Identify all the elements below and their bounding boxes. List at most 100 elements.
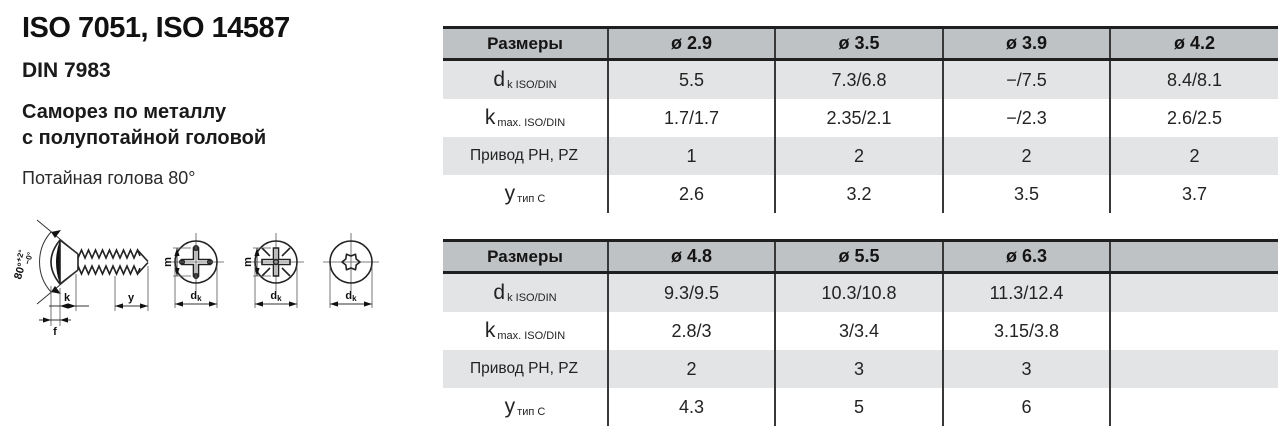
table-header-cell xyxy=(1111,242,1278,271)
table-cell: 2 xyxy=(1189,145,1200,166)
table-header-cell: ø 6.3 xyxy=(944,242,1111,271)
product-description-line2: с полупотайной головой xyxy=(22,127,267,150)
table-cell: 4.3 xyxy=(609,388,776,426)
side-view-dimensions: k f y xyxy=(39,266,149,338)
dim-dk-sub: k xyxy=(197,294,202,303)
dim-f-label: f xyxy=(53,326,57,338)
table-cell: 3 xyxy=(776,350,944,388)
table-row-drive: Привод PH, PZ 2 3 3 xyxy=(443,350,1278,388)
table-header-cell: Размеры xyxy=(443,29,609,58)
dim-dk-main: d xyxy=(270,290,277,302)
table-header-cell: ø 4.8 xyxy=(609,242,776,271)
table-cell: 5.5 xyxy=(609,61,776,99)
table-cell: 2 xyxy=(609,350,776,388)
row-label-sub: max. ISO/DIN xyxy=(497,117,566,129)
table-cell: 2.6/2.5 xyxy=(1166,107,1223,128)
table-header-cell: ø 2.9 xyxy=(609,29,776,58)
table-header-row: Размеры ø 4.8 ø 5.5 ø 6.3 xyxy=(443,239,1278,274)
dim-dk-label: dk xyxy=(345,290,357,303)
angle-value: 80° xyxy=(12,261,28,280)
row-label-sub: тип C xyxy=(517,406,546,418)
table-cell: 2.8/3 xyxy=(609,312,776,350)
dim-m-label: m xyxy=(242,257,254,267)
dim-dk-sub: k xyxy=(277,294,282,303)
row-label: y тип C xyxy=(443,175,609,213)
table-cell xyxy=(1111,388,1278,426)
row-label-main: Привод PH, PZ xyxy=(469,360,579,377)
row-label-main: d xyxy=(493,68,506,91)
row-label-sub: max. ISO/DIN xyxy=(497,330,566,342)
table-cell: 9.3/9.5 xyxy=(609,274,776,312)
dim-dk-main: d xyxy=(190,290,197,302)
row-label-sub: k ISO/DIN xyxy=(507,79,557,91)
table-cell: 3 xyxy=(944,350,1111,388)
angle-tol-minus: −0° xyxy=(23,251,35,265)
product-description: Саморез по металлу с полупотайной голово… xyxy=(22,99,422,152)
row-label-main: d xyxy=(493,281,506,304)
row-label: Привод PH, PZ xyxy=(443,137,609,175)
table-cell: 8.4/8.1 xyxy=(1166,69,1223,90)
dim-dk-label: dk xyxy=(270,290,282,303)
screw-side-view xyxy=(50,238,149,286)
table-header-cell: ø 5.5 xyxy=(776,242,944,271)
head-angle-annotation: 80°+2°−0° xyxy=(9,219,79,305)
table-cell: 2 xyxy=(944,137,1111,175)
table-header-cell: ø 3.5 xyxy=(776,29,944,58)
left-panel: ISO 7051, ISO 14587 DIN 7983 Саморез по … xyxy=(22,12,422,189)
row-label: k max. ISO/DIN xyxy=(443,312,609,350)
table-cell: 3/3.4 xyxy=(776,312,944,350)
dim-k-label: k xyxy=(64,292,71,304)
table-header-cell: Размеры xyxy=(443,242,609,271)
table-header-row: Размеры ø 2.9 ø 3.5 ø 3.9 ø 4.2 xyxy=(443,26,1278,61)
table-cell: −/7.5 xyxy=(944,61,1111,99)
table-cell: 2.6 xyxy=(609,175,776,213)
row-label-sub: тип C xyxy=(517,193,546,205)
table-row-drive: Привод PH, PZ 1 2 2 2 xyxy=(443,137,1278,175)
table-cell: 6 xyxy=(944,388,1111,426)
row-label-main: k xyxy=(484,106,496,129)
screw-drawing-svg: 80°+2°−0° k f y xyxy=(9,219,379,338)
head-type-note: Потайная голова 80° xyxy=(22,167,196,188)
row-label: Привод PH, PZ xyxy=(443,350,609,388)
phillips-recess-view: m dk xyxy=(162,233,224,308)
screw-technical-drawing: 80°+2°−0° k f y xyxy=(3,214,433,364)
table-cell: 10.3/10.8 xyxy=(776,274,944,312)
dim-dk-main: d xyxy=(345,290,352,302)
table-cell: 1.7/1.7 xyxy=(609,99,776,137)
table-row-kmax: k max. ISO/DIN 1.7/1.7 2.35/2.1 −/2.3 2.6… xyxy=(443,99,1278,137)
table-header-cell: ø 3.9 xyxy=(944,29,1111,58)
row-label-main: y xyxy=(504,395,516,418)
table-row-y: y тип C 4.3 5 6 xyxy=(443,388,1278,426)
table-header-cell: ø 4.2 xyxy=(1173,33,1216,53)
row-label-main: y xyxy=(504,182,516,205)
table-cell: 11.3/12.4 xyxy=(944,274,1111,312)
table-cell xyxy=(1111,274,1278,312)
table-cell xyxy=(1111,312,1278,350)
row-label: k max. ISO/DIN xyxy=(443,99,609,137)
dim-m-label: m xyxy=(162,257,174,267)
table-cell: 3.15/3.8 xyxy=(944,312,1111,350)
table-cell: 2 xyxy=(776,137,944,175)
product-description-line1: Саморез по металлу xyxy=(22,101,227,123)
table-cell xyxy=(1111,350,1278,388)
table-row-kmax: k max. ISO/DIN 2.8/3 3/3.4 3.15/3.8 xyxy=(443,312,1278,350)
row-label: y тип C xyxy=(443,388,609,426)
table-cell: 2.35/2.1 xyxy=(776,99,944,137)
dim-dk-label: dk xyxy=(190,290,202,303)
row-label-main: Привод PH, PZ xyxy=(469,147,579,164)
angle-label: 80°+2°−0° xyxy=(9,248,35,281)
table-cell: −/2.3 xyxy=(944,99,1111,137)
din-standard-subtitle: DIN 7983 xyxy=(22,59,111,82)
dim-dk-sub: k xyxy=(352,294,357,303)
table-cell: 7.3/6.8 xyxy=(776,61,944,99)
table-cell: 3.5 xyxy=(944,175,1111,213)
angle-tol-plus: +2° xyxy=(14,249,26,263)
dim-y-label: y xyxy=(128,292,135,304)
torx-recess-view: dk xyxy=(323,233,379,308)
